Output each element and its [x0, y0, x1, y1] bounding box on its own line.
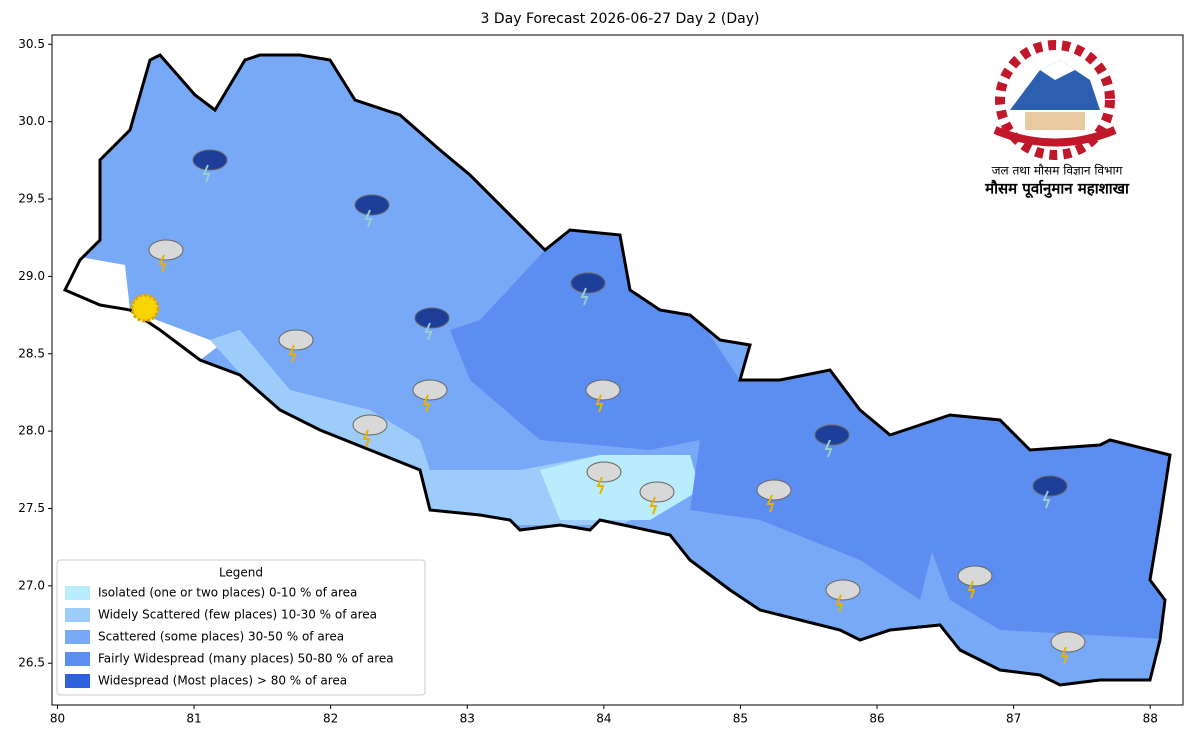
weather-icon: [639, 481, 675, 503]
weather-icon: [412, 379, 448, 401]
weather-icon: [585, 379, 621, 401]
legend: Legend Isolated (one or two places) 0-10…: [56, 559, 426, 696]
weather-icon: [1042, 490, 1051, 509]
weather-icon: [586, 461, 622, 483]
region: [690, 370, 940, 600]
legend-label: Fairly Widespread (many places) 50-80 % …: [98, 652, 394, 666]
y-tick-label: 28.5: [18, 346, 45, 360]
legend-swatch: [65, 652, 90, 666]
weather-icon: [766, 494, 775, 513]
x-tick-label: 87: [1006, 712, 1021, 726]
weather-icon: [354, 194, 390, 216]
weather-icon: [580, 287, 589, 306]
weather-icon: [1060, 646, 1069, 665]
x-tick-label: 83: [460, 712, 475, 726]
weather-icon: [649, 496, 658, 515]
legend-label: Isolated (one or two places) 0-10 % of a…: [98, 586, 357, 600]
weather-icon: [362, 429, 371, 448]
weather-icon: [596, 476, 605, 495]
weather-icon: [192, 149, 228, 171]
weather-icon: [278, 329, 314, 351]
weather-icon: [957, 565, 993, 587]
y-tick-label: 27.0: [18, 578, 45, 592]
weather-icon: [352, 414, 388, 436]
map-title: 3 Day Forecast 2026-06-27 Day 2 (Day): [481, 11, 760, 27]
weather-icon: [756, 479, 792, 501]
plot-frame: [51, 34, 1184, 706]
x-tick-label: 81: [186, 712, 201, 726]
y-tick-label: 29.0: [18, 269, 45, 283]
emblem-line: जल तथा मौसम विज्ञान विभाग: [992, 164, 1123, 178]
x-tick-label: 82: [323, 712, 338, 726]
x-tick-label: 88: [1143, 712, 1158, 726]
x-tick-label: 84: [596, 712, 611, 726]
weather-icon: [595, 394, 604, 413]
weather-icon: [288, 344, 297, 363]
weather-icon: [825, 579, 861, 601]
y-tick-label: 30.5: [18, 37, 45, 51]
weather-icon: [814, 424, 850, 446]
x-tick-label: 85: [733, 712, 748, 726]
weather-icon: [424, 322, 433, 341]
weather-icon: [967, 580, 976, 599]
weather-icon: [835, 594, 844, 613]
weather-icon: [422, 394, 431, 413]
weather-icon: [130, 293, 160, 323]
weather-icon: [414, 307, 450, 329]
y-tick-label: 28.0: [18, 424, 45, 438]
emblem: जल तथा मौसम विज्ञान विभाग मौसम पूर्वानुम…: [984, 40, 1130, 199]
weather-icon: [824, 439, 833, 458]
legend-label: Widespread (Most places) > 80 % of area: [98, 674, 347, 688]
legend-label: Scattered (some places) 30-50 % of area: [98, 630, 344, 644]
weather-icon: [202, 164, 211, 183]
legend-swatch: [65, 630, 90, 644]
emblem-line: मौसम पूर्वानुमान महाशाखा: [984, 180, 1130, 199]
weather-icon: [1050, 631, 1086, 653]
y-tick-label: 26.5: [18, 656, 45, 670]
weather-icon: [148, 239, 184, 261]
weather-icon: [1032, 475, 1068, 497]
legend-swatch: [65, 608, 90, 622]
weather-icon: [570, 272, 606, 294]
weather-icon: [158, 254, 167, 273]
weather-icons: [130, 149, 1086, 665]
weather-icon: [364, 209, 373, 228]
x-tick-label: 80: [50, 712, 65, 726]
y-tick-label: 27.5: [18, 501, 45, 515]
y-tick-label: 30.0: [18, 114, 45, 128]
legend-title: Legend: [219, 566, 263, 580]
legend-swatch: [65, 586, 90, 600]
legend-label: Widely Scattered (few places) 10-30 % of…: [98, 608, 377, 622]
y-tick-label: 29.5: [18, 192, 45, 206]
legend-swatch: [65, 674, 90, 688]
x-tick-label: 86: [869, 712, 884, 726]
region: [540, 455, 700, 520]
